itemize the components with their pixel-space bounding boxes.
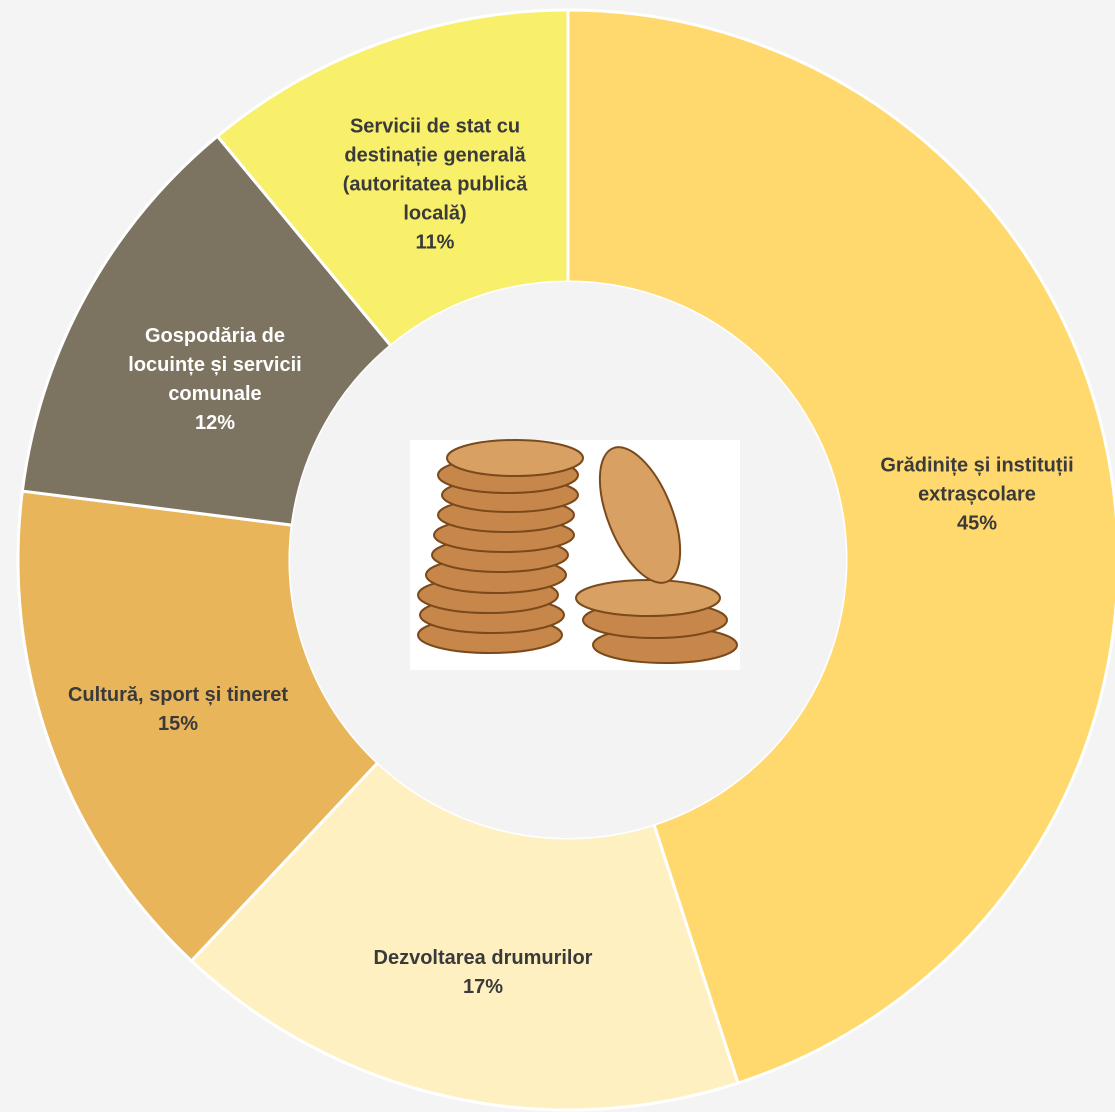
slice-label: Servicii de stat cu destinație generală … — [340, 113, 530, 258]
category-label: Dezvoltarea drumurilor — [373, 947, 593, 969]
value-label: 45% — [956, 512, 998, 535]
slice-label: Dezvoltarea drumurilor 17% — [313, 944, 653, 1002]
category-label: Grădinițe și instituții extrașcolare — [880, 454, 1074, 506]
value-label: 17% — [462, 976, 504, 998]
category-label: Gospodăria de locuințe și servicii comun… — [128, 325, 302, 405]
category-label: Servicii de stat cu destinație generală … — [342, 115, 528, 225]
value-label: 11% — [415, 231, 455, 254]
value-label: 15% — [157, 713, 199, 735]
coins-illustration — [410, 439, 740, 670]
slices — [16, 8, 1115, 1112]
value-label: 12% — [194, 412, 236, 434]
category-label: Cultură, sport și tineret — [67, 684, 289, 706]
slice-label: Gospodăria de locuințe și servicii comun… — [115, 322, 315, 438]
slice-label: Cultură, sport și tineret 15% — [8, 681, 348, 739]
slice-label: Grădinițe și instituții extrașcolare 45% — [842, 452, 1112, 539]
